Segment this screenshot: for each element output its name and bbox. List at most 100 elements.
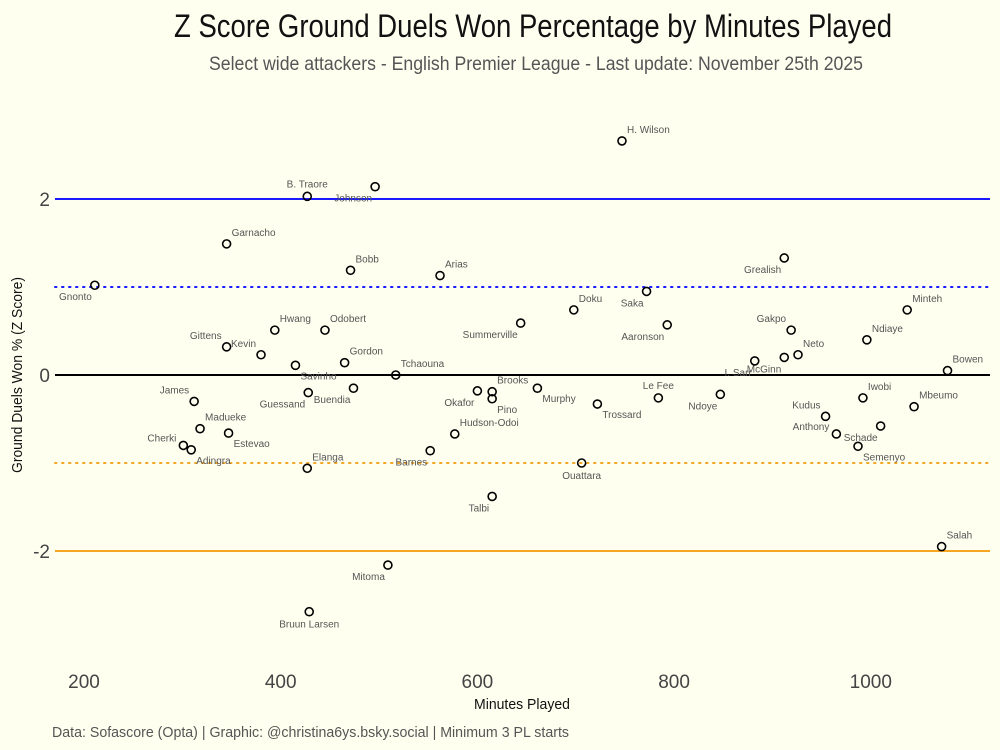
point-marker bbox=[221, 342, 232, 352]
point-label: Gakpo bbox=[757, 314, 787, 325]
data-point: Adingra bbox=[186, 444, 231, 467]
data-point: Mitoma bbox=[352, 560, 393, 583]
point-label: H. Wilson bbox=[627, 125, 670, 136]
data-point: Tchaouna bbox=[390, 359, 445, 380]
data-point: Iwobi bbox=[858, 382, 891, 403]
point-label: Bruun Larsen bbox=[279, 620, 339, 631]
point-label: Murphy bbox=[542, 394, 575, 405]
point-marker bbox=[942, 365, 953, 376]
point-marker bbox=[779, 253, 790, 263]
data-point: Schade bbox=[844, 421, 886, 444]
data-point: Ndiaye bbox=[862, 324, 904, 345]
data-point: Garnacho bbox=[221, 228, 276, 249]
point-label: Tchaouna bbox=[401, 359, 445, 370]
point-marker bbox=[779, 352, 790, 363]
point-marker bbox=[302, 463, 313, 474]
data-point: Bobb bbox=[345, 254, 380, 276]
point-marker bbox=[831, 429, 842, 439]
point-label: Summerville bbox=[463, 330, 518, 341]
point-marker bbox=[793, 349, 803, 360]
data-point: Le Fee bbox=[643, 381, 674, 403]
point-marker bbox=[304, 606, 315, 617]
point-label: Okafor bbox=[444, 398, 475, 409]
point-label: Adingra bbox=[196, 456, 231, 467]
point-marker bbox=[515, 318, 526, 328]
point-marker bbox=[472, 386, 483, 396]
data-points: H. Wilson B. Traore Johnson Garnacho Bobb Ari… bbox=[59, 125, 983, 631]
data-point: Gittens bbox=[190, 331, 232, 352]
point-marker bbox=[653, 393, 664, 403]
point-label: Kudus bbox=[792, 400, 820, 411]
point-label: Hudson-Odoi bbox=[460, 418, 519, 429]
point-label: Bowen bbox=[953, 355, 984, 366]
point-marker bbox=[223, 428, 234, 438]
point-marker bbox=[875, 421, 886, 431]
point-label: Gordon bbox=[350, 347, 383, 358]
data-point: Estevao bbox=[223, 428, 270, 450]
point-label: Hwang bbox=[280, 314, 311, 325]
point-marker bbox=[435, 270, 445, 281]
reference-lines bbox=[54, 198, 991, 552]
point-label: Neto bbox=[803, 339, 825, 350]
point-label: Johnson bbox=[334, 194, 372, 205]
point-marker bbox=[902, 305, 912, 315]
y-tick-label: -2 bbox=[33, 542, 50, 563]
data-point: Johnson bbox=[334, 181, 380, 205]
point-label: Madueke bbox=[205, 413, 247, 424]
point-label: Saka bbox=[621, 298, 644, 309]
chart-caption: Data: Sofascore (Opta) | Graphic: @chris… bbox=[52, 724, 569, 741]
point-marker bbox=[320, 325, 330, 335]
data-point: Kudus bbox=[792, 400, 831, 422]
point-marker bbox=[186, 444, 197, 455]
data-point: Gakpo bbox=[757, 314, 796, 335]
point-marker bbox=[617, 136, 627, 146]
data-point: Barnes bbox=[396, 445, 435, 469]
data-point: Semenyo bbox=[853, 441, 906, 463]
point-marker bbox=[370, 181, 380, 192]
data-point: McGinn bbox=[747, 352, 790, 375]
data-point: Buendia bbox=[314, 383, 359, 406]
point-marker bbox=[715, 389, 726, 400]
point-marker bbox=[449, 429, 460, 439]
data-point: James bbox=[160, 385, 199, 407]
point-label: Anthony bbox=[793, 422, 830, 433]
data-point: Gordon bbox=[339, 347, 383, 368]
data-point: Kevin bbox=[231, 339, 266, 360]
point-marker bbox=[425, 445, 435, 456]
data-point: Minteh bbox=[902, 294, 942, 315]
point-label: Schade bbox=[844, 433, 878, 444]
x-tick-label: 800 bbox=[658, 672, 690, 693]
point-marker bbox=[383, 560, 393, 570]
point-label: Trossard bbox=[602, 410, 641, 421]
point-label: Ndiaye bbox=[872, 324, 904, 335]
point-marker bbox=[487, 386, 497, 397]
point-label: Talbi bbox=[469, 503, 490, 514]
data-point: Talbi bbox=[469, 491, 497, 514]
chart-subtitle: Select wide attackers - English Premier … bbox=[209, 54, 863, 75]
y-tick-label: 0 bbox=[39, 366, 50, 387]
point-label: Grealish bbox=[744, 265, 781, 276]
point-marker bbox=[568, 305, 579, 315]
data-point: Cherki bbox=[147, 433, 189, 451]
point-label: Semenyo bbox=[863, 452, 906, 463]
point-label: Guessand bbox=[260, 400, 306, 411]
x-tick-label: 1000 bbox=[850, 672, 892, 693]
point-marker bbox=[749, 356, 760, 366]
point-label: Gnonto bbox=[59, 292, 92, 303]
point-label: Elanga bbox=[312, 452, 344, 463]
point-marker bbox=[269, 325, 280, 335]
data-point: Okafor bbox=[444, 386, 483, 409]
data-point: Savinho bbox=[290, 360, 337, 382]
data-point: Doku bbox=[568, 294, 602, 315]
data-point: H. Wilson bbox=[617, 125, 670, 146]
point-marker bbox=[302, 191, 313, 202]
point-marker bbox=[345, 265, 356, 276]
point-label: Bobb bbox=[356, 254, 380, 265]
point-marker bbox=[532, 383, 543, 394]
point-label: Brooks bbox=[497, 376, 528, 387]
point-label: I. Sarr bbox=[725, 368, 753, 379]
point-label: Mbeumo bbox=[919, 391, 958, 402]
data-point: Ndoye bbox=[688, 389, 726, 412]
data-point: Anthony bbox=[793, 422, 842, 439]
